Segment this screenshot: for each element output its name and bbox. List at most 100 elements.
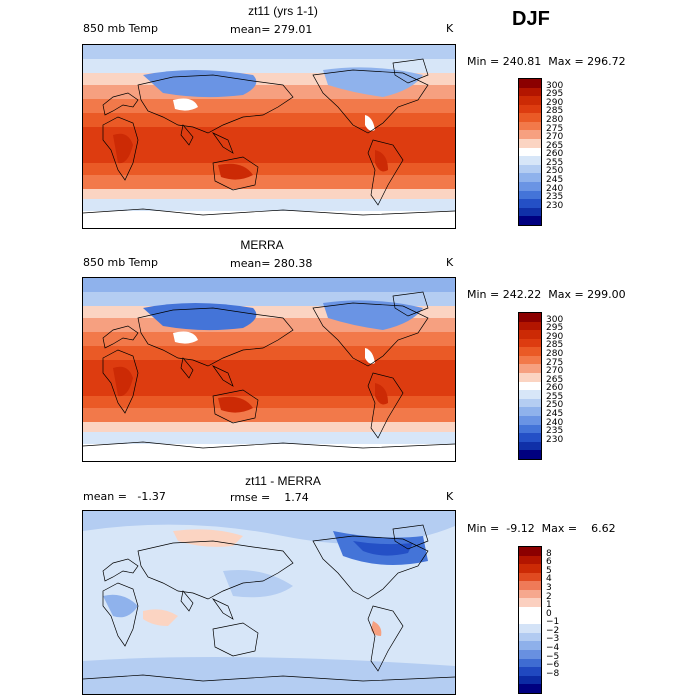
colorbar-tick-label: 275 <box>546 357 564 368</box>
colorbar-swatch <box>519 667 541 676</box>
panel2-title: MERRA <box>240 238 284 252</box>
season-label: DJF <box>512 8 550 30</box>
field-band <box>83 422 455 432</box>
colorbar-tick-label: 235 <box>546 192 564 203</box>
colorbar-swatch <box>519 649 541 659</box>
colorbar-tick-label: 2 <box>546 591 552 602</box>
field-patch <box>323 67 423 97</box>
coastline <box>102 349 139 414</box>
colorbar-tick-label: −6 <box>546 660 560 671</box>
field-band <box>83 99 455 113</box>
colorbar-swatch <box>519 364 541 374</box>
colorbar-swatch <box>519 615 541 625</box>
colorbar-swatch <box>519 313 541 322</box>
colorbar-swatch <box>519 190 541 200</box>
coastline <box>392 58 429 84</box>
coastline <box>212 389 259 424</box>
colorbar-tick-label: 245 <box>546 175 564 186</box>
panel3-rmse-label: rmse = 1.74 <box>230 491 309 504</box>
coastline <box>137 540 294 600</box>
coastline <box>137 307 294 367</box>
colorbar-swatch <box>519 79 541 88</box>
coastline <box>211 598 234 620</box>
colorbar-swatch <box>519 121 541 131</box>
panel1-colorbar <box>518 78 542 226</box>
field-band <box>83 332 455 346</box>
field-patch <box>83 657 455 694</box>
colorbar-swatch <box>519 547 541 556</box>
colorbar-swatch <box>519 164 541 174</box>
field-patch <box>103 594 138 618</box>
coastline <box>212 622 259 657</box>
panel1-title: zt11 (yrs 1-1) <box>248 4 318 18</box>
coastline <box>392 291 429 317</box>
coastline <box>212 156 259 191</box>
colorbar-swatch <box>519 347 541 356</box>
colorbar-tick-label: 285 <box>546 106 564 117</box>
colorbar-tick-label: 265 <box>546 140 564 151</box>
coastline <box>83 674 455 682</box>
colorbar-swatch <box>519 564 541 573</box>
coastline <box>180 357 194 379</box>
colorbar-swatch <box>519 181 541 191</box>
panel2-unit-label: K <box>446 256 454 269</box>
panel3-minmax-label: Min = -9.12 Max = 6.62 <box>467 522 616 535</box>
panel1-map <box>82 44 456 229</box>
panel2-map <box>82 277 456 462</box>
colorbar-swatch <box>519 321 541 331</box>
field-band <box>83 278 455 292</box>
colorbar-swatch <box>519 607 541 616</box>
colorbar-swatch <box>519 572 541 582</box>
colorbar-swatch <box>519 87 541 97</box>
colorbar-tick-label: −3 <box>546 634 560 645</box>
coastline <box>180 124 194 146</box>
field-band <box>83 189 455 199</box>
field-patch <box>143 609 178 626</box>
colorbar-tick-label: 270 <box>546 132 564 143</box>
colorbar-tick-label: 295 <box>546 323 564 334</box>
field-band <box>83 45 455 59</box>
colorbar-tick-label: 260 <box>546 383 564 394</box>
colorbar-tick-label: 290 <box>546 331 564 342</box>
panel2-minmax-label: Min = 242.22 Max = 299.00 <box>467 288 626 301</box>
colorbar-swatch <box>519 207 541 217</box>
field-band <box>83 408 455 422</box>
colorbar-tick-label: 265 <box>546 374 564 385</box>
field-patch <box>365 348 375 364</box>
colorbar-swatch <box>519 390 541 399</box>
field-patch <box>223 570 293 598</box>
panel3-mean-label: mean = -1.37 <box>83 490 166 503</box>
colorbar-swatch <box>519 373 541 382</box>
colorbar-tick-label: 230 <box>546 434 564 445</box>
colorbar-swatch <box>519 433 541 442</box>
colorbar-swatch <box>519 156 541 165</box>
colorbar-swatch <box>519 441 541 451</box>
colorbar-tick-label: 250 <box>546 400 564 411</box>
coastline <box>211 132 234 154</box>
colorbar-tick-label: −1 <box>546 617 560 628</box>
colorbar-tick-label: 245 <box>546 409 564 420</box>
colorbar-swatch <box>519 199 541 208</box>
field-patch <box>218 396 253 413</box>
panel1-minmax-label: Min = 240.81 Max = 296.72 <box>467 55 626 68</box>
field-patch <box>353 541 413 556</box>
colorbar-swatch <box>519 632 541 642</box>
coastline <box>102 92 139 116</box>
colorbar-tick-label: 0 <box>546 608 552 619</box>
colorbar-swatch <box>519 130 541 140</box>
panel1-variable-label: 850 mb Temp <box>83 22 159 35</box>
panel3-map <box>82 510 456 695</box>
colorbar-swatch <box>519 684 541 693</box>
coastline <box>102 558 139 582</box>
panel2-colorbar <box>518 312 542 460</box>
colorbar-tick-label: −2 <box>546 625 560 636</box>
coastline <box>180 590 194 612</box>
colorbar-swatch <box>519 330 541 339</box>
colorbar-tick-label: 8 <box>546 548 552 559</box>
colorbar-tick-label: 250 <box>546 166 564 177</box>
field-patch <box>365 115 375 131</box>
field-patch <box>173 98 198 111</box>
colorbar-swatch <box>519 624 541 633</box>
colorbar-swatch <box>519 139 541 148</box>
colorbar-swatch <box>519 216 541 225</box>
